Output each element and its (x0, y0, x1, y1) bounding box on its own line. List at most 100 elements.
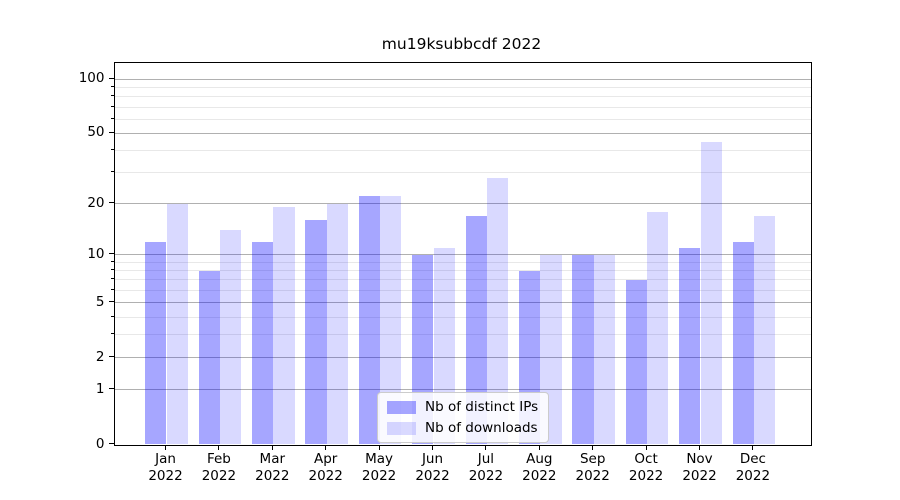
y-axis-minor-tick (110, 105, 114, 107)
y-axis-major-tick (108, 202, 114, 204)
x-axis-tick (645, 444, 647, 450)
y-axis-minor-tick (110, 95, 114, 97)
legend-item-downloads: Nb of downloads (387, 420, 538, 436)
minor-gridline (114, 172, 811, 174)
x-axis-tick (432, 444, 433, 450)
bar-ips-mar-2022 (251, 241, 274, 445)
y-axis-major-tick (108, 443, 114, 444)
x-axis-tick (592, 444, 594, 450)
y-axis-major-tick (108, 356, 114, 358)
x-axis-tick-label: Oct 2022 (628, 450, 664, 484)
x-axis-tick (165, 444, 166, 450)
bar-ips-oct-2022 (625, 279, 648, 445)
y-axis-minor-tick (110, 260, 114, 262)
bar-downloads-feb-2022 (219, 230, 242, 445)
x-axis-tick (325, 444, 327, 450)
minor-gridline (114, 106, 811, 108)
legend: Nb of distinct IPs Nb of downloads (377, 392, 550, 443)
bar-ips-jan-2022 (145, 241, 167, 445)
y-axis-tick-label: 100 (78, 70, 105, 87)
bar-downloads-apr-2022 (326, 203, 349, 445)
legend-swatch-distinct-ips (387, 400, 416, 414)
y-axis-tick-label: 0 (95, 435, 105, 452)
y-axis-minor-tick (110, 149, 114, 151)
x-axis-tick-label: Sep 2022 (575, 450, 610, 484)
minor-gridline (114, 270, 811, 272)
x-axis-tick (485, 444, 487, 450)
major-gridline (114, 357, 811, 359)
x-axis-tick (752, 444, 754, 450)
minor-gridline (114, 150, 811, 152)
x-axis-tick-label: Mar 2022 (255, 450, 290, 484)
minor-gridline (114, 290, 811, 292)
x-axis-tick (271, 444, 273, 450)
y-axis-minor-tick (110, 117, 114, 119)
y-axis-minor-tick (110, 315, 114, 317)
bar-downloads-mar-2022 (273, 207, 295, 445)
bar-ips-feb-2022 (198, 270, 220, 445)
y-axis-tick-label: 1 (95, 380, 105, 397)
x-axis-tick (378, 444, 380, 450)
bar-ips-may-2022 (358, 196, 381, 445)
legend-item-distinct-ips: Nb of distinct IPs (387, 399, 538, 415)
x-axis-tick-label: May 2022 (361, 450, 397, 484)
x-axis-tick-label: Jan 2022 (148, 450, 183, 484)
minor-gridline (114, 118, 811, 120)
x-axis-tick-label: Jun 2022 (415, 450, 450, 484)
major-gridline (114, 302, 811, 304)
minor-gridline (114, 334, 811, 336)
bar-ips-jul-2022 (465, 215, 487, 445)
minor-gridline (114, 261, 811, 263)
major-gridline (114, 78, 811, 80)
y-axis-minor-tick (110, 269, 114, 271)
minor-gridline (114, 87, 811, 89)
y-axis-major-tick (108, 253, 114, 255)
x-axis-tick (538, 444, 540, 450)
bar-downloads-jan-2022 (166, 203, 188, 445)
y-axis-major-tick (108, 301, 114, 303)
legend-label-downloads: Nb of downloads (425, 420, 538, 436)
x-axis-tick-label: Nov 2022 (682, 450, 717, 484)
bar-downloads-dec-2022 (753, 215, 776, 445)
y-axis-major-tick (108, 388, 114, 390)
y-axis-tick-label: 50 (87, 124, 105, 141)
minor-gridline (114, 316, 811, 318)
major-gridline (114, 132, 811, 134)
bar-ips-sep-2022 (572, 254, 594, 445)
x-axis-tick-label: Feb 2022 (201, 450, 237, 484)
y-axis-tick-label: 20 (87, 194, 105, 211)
y-axis-minor-tick (110, 86, 114, 88)
x-axis-tick-label: Dec 2022 (735, 450, 771, 484)
y-axis-minor-tick (110, 171, 114, 173)
y-axis-minor-tick (110, 278, 114, 280)
bar-downloads-oct-2022 (647, 211, 669, 445)
major-gridline (114, 254, 811, 256)
bar-downloads-may-2022 (380, 196, 402, 445)
bar-downloads-sep-2022 (593, 254, 616, 445)
bar-downloads-nov-2022 (700, 141, 722, 445)
chart-title: mu19ksubbcdf 2022 (381, 35, 542, 53)
plot-area (113, 62, 812, 446)
y-axis-minor-tick (110, 289, 114, 291)
x-axis-tick (218, 444, 220, 450)
y-axis-major-tick (108, 77, 114, 79)
y-axis-tick-label: 2 (95, 348, 105, 365)
legend-swatch-downloads (387, 421, 416, 435)
legend-label-distinct-ips: Nb of distinct IPs (425, 399, 539, 415)
y-axis-major-tick (108, 131, 114, 133)
minor-gridline (114, 96, 811, 98)
y-axis-tick-label: 5 (95, 293, 105, 310)
bar-ips-nov-2022 (679, 247, 701, 445)
bar-downloads-jul-2022 (486, 178, 509, 445)
major-gridline (114, 389, 811, 391)
bar-ips-apr-2022 (305, 220, 327, 445)
major-gridline (114, 203, 811, 205)
x-axis-tick-label: Aug 2022 (522, 450, 557, 484)
x-axis-tick (699, 444, 700, 450)
x-axis-tick-label: Jul 2022 (468, 450, 504, 484)
y-axis-tick-label: 10 (87, 245, 105, 262)
y-axis-minor-tick (110, 333, 114, 335)
bar-ips-dec-2022 (732, 241, 754, 445)
minor-gridline (114, 279, 811, 281)
